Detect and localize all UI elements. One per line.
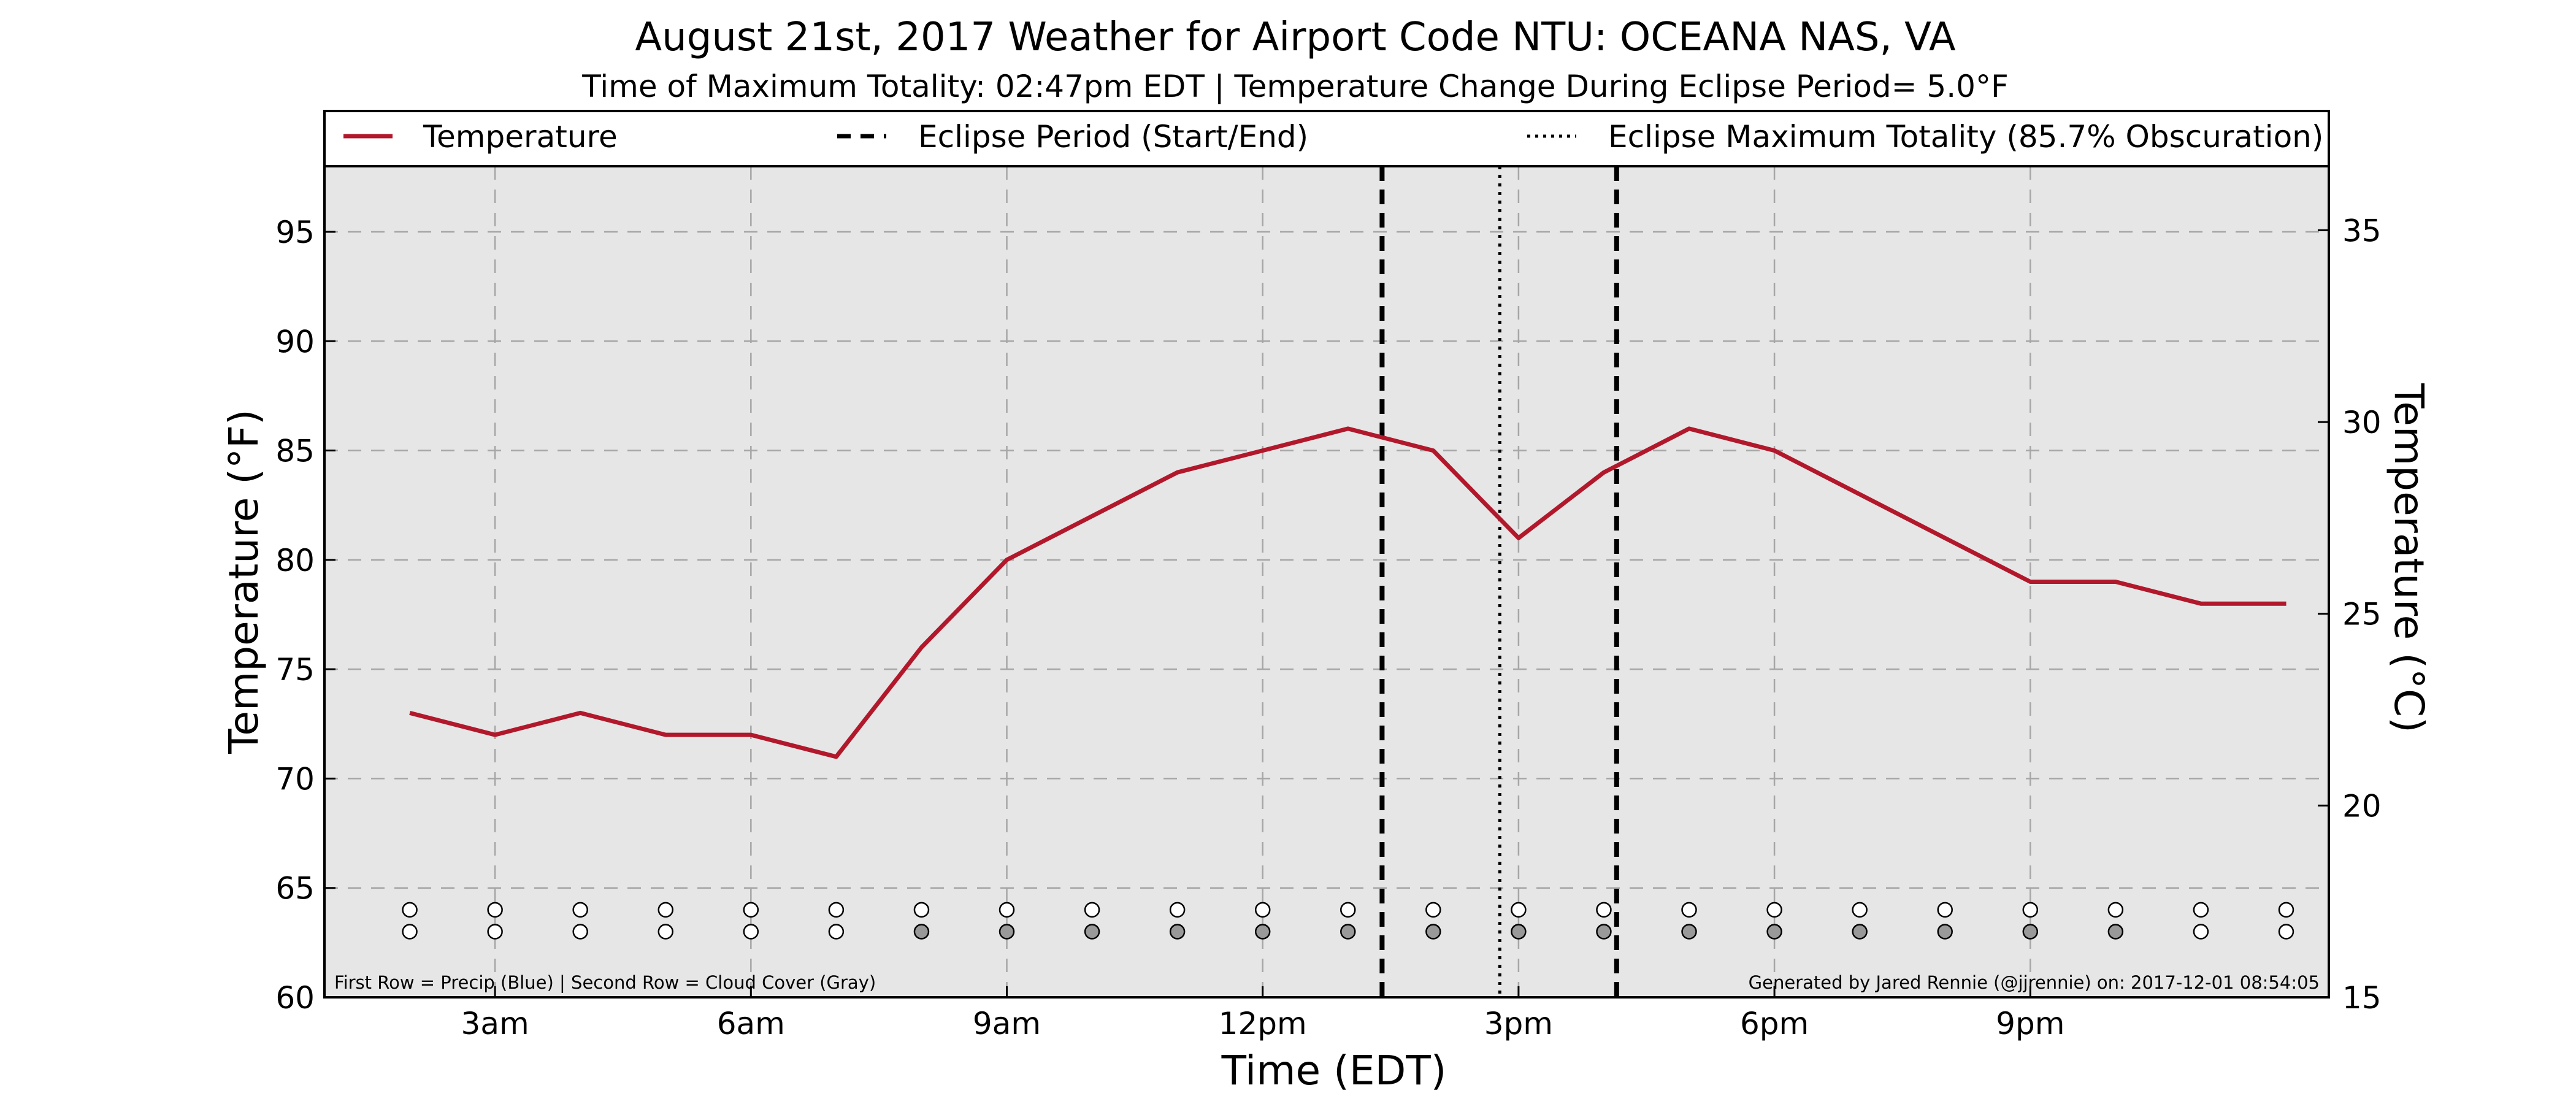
precip-marker	[2022, 902, 2039, 918]
x-axis-label: Time (EDT)	[1221, 1047, 1447, 1094]
cloud-cover-marker	[402, 924, 418, 940]
precip-marker	[2193, 902, 2209, 918]
legend-label-temperature: Temperature	[423, 119, 618, 155]
legend-box	[323, 110, 2330, 167]
y-tick-label: 80	[275, 543, 315, 578]
footnote-left: First Row = Precip (Blue) | Second Row =…	[334, 972, 876, 993]
cloud-cover-marker	[1937, 924, 1953, 940]
eclipse-lines	[1379, 166, 1619, 997]
cloud-cover-marker	[487, 924, 503, 940]
condition-markers	[402, 902, 2294, 940]
series-lines	[409, 426, 2287, 759]
cloud-cover-marker	[913, 924, 930, 940]
temperature-line	[409, 426, 2287, 759]
legend: Temperature Eclipse Period (Start/End) E…	[323, 110, 2330, 167]
right-axis: 15 20 25 30 35	[2318, 213, 2382, 1016]
cloud-cover-marker	[2193, 924, 2209, 940]
precip-marker	[2107, 902, 2124, 918]
y-tick-label: 95	[275, 215, 315, 250]
cloud-cover-marker	[743, 924, 759, 940]
cloud-cover-marker	[1425, 924, 1441, 940]
precip-marker	[1766, 902, 1782, 918]
cloud-cover-marker	[999, 924, 1015, 940]
x-tick-label: 6am	[717, 1006, 785, 1041]
y-tick-label: 65	[275, 871, 315, 907]
precip-marker	[572, 902, 588, 918]
y-tick-label: 60	[275, 980, 315, 1016]
precip-marker	[999, 902, 1015, 918]
y-tick-label: 70	[275, 761, 315, 797]
x-tick-label: 3am	[461, 1006, 529, 1041]
y-tick-label: 90	[275, 324, 315, 359]
cloud-cover-marker	[657, 924, 674, 940]
precip-marker	[1596, 902, 1612, 918]
precip-marker	[1254, 902, 1271, 918]
y-axis-label: Temperature (°F)	[220, 409, 267, 754]
left-axis: 60 65 70 75 80 85 90 95	[275, 215, 335, 1016]
x-tick-label: 9pm	[1996, 1006, 2064, 1041]
precip-marker	[828, 902, 845, 918]
y2-tick-label: 35	[2342, 213, 2382, 248]
precip-marker	[1340, 902, 1356, 918]
cloud-cover-marker	[1084, 924, 1100, 940]
precip-marker	[1084, 902, 1100, 918]
precip-marker	[1169, 902, 1186, 918]
cloud-cover-marker	[1511, 924, 1527, 940]
cloud-cover-marker	[828, 924, 845, 940]
cloud-cover-marker	[1852, 924, 1868, 940]
plot-area	[324, 166, 2329, 997]
precip-marker	[1425, 902, 1441, 918]
precip-marker	[1852, 902, 1868, 918]
cloud-cover-marker	[1596, 924, 1612, 940]
precip-marker	[1681, 902, 1697, 918]
cloud-cover-marker	[572, 924, 588, 940]
y2-tick-label: 20	[2342, 788, 2382, 824]
y2-axis-label: Temperature (°C)	[2385, 383, 2432, 733]
precip-marker	[743, 902, 759, 918]
legend-label-eclipse-period: Eclipse Period (Start/End)	[918, 119, 1308, 155]
chart-subtitle: Time of Maximum Totality: 02:47pm EDT | …	[581, 69, 2008, 104]
grid-lines	[324, 166, 2329, 997]
y-tick-label: 75	[275, 652, 315, 688]
chart-title: August 21st, 2017 Weather for Airport Co…	[635, 15, 1956, 60]
cloud-cover-marker	[1254, 924, 1271, 940]
precip-marker	[657, 902, 674, 918]
cloud-cover-marker	[1681, 924, 1697, 940]
cloud-cover-marker	[2022, 924, 2039, 940]
precip-marker	[1511, 902, 1527, 918]
y2-tick-label: 25	[2342, 597, 2382, 632]
x-tick-label: 9am	[973, 1006, 1041, 1041]
x-axis: 3am 6am 9am 12pm 3pm 6pm 9pm	[461, 986, 2064, 1041]
precip-marker	[1937, 902, 1953, 918]
legend-label-eclipse-max: Eclipse Maximum Totality (85.7% Obscurat…	[1608, 119, 2323, 155]
cloud-cover-marker	[2278, 924, 2294, 940]
x-tick-label: 6pm	[1740, 1006, 1809, 1041]
precip-marker	[2278, 902, 2294, 918]
y2-tick-label: 30	[2342, 405, 2382, 440]
y2-tick-label: 15	[2342, 980, 2382, 1016]
y-tick-label: 85	[275, 434, 315, 469]
footnote-right: Generated by Jared Rennie (@jjrennie) on…	[1749, 972, 2320, 993]
cloud-cover-marker	[1766, 924, 1782, 940]
precip-marker	[487, 902, 503, 918]
cloud-cover-marker	[1340, 924, 1356, 940]
precip-marker	[402, 902, 418, 918]
cloud-cover-marker	[1169, 924, 1186, 940]
precip-marker	[913, 902, 930, 918]
x-tick-label: 12pm	[1219, 1006, 1307, 1041]
cloud-cover-marker	[2107, 924, 2124, 940]
x-tick-label: 3pm	[1484, 1006, 1553, 1041]
